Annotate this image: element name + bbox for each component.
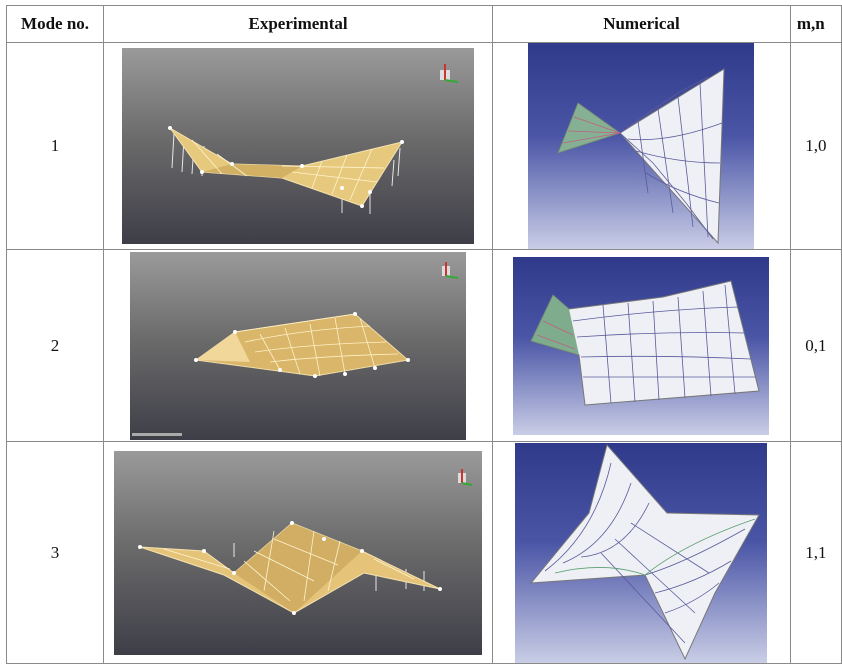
experimental-mode-image xyxy=(130,251,467,440)
experimental-mode-image xyxy=(114,450,483,655)
table-row: 2 xyxy=(5,249,842,442)
numerical-cell xyxy=(492,249,791,442)
numerical-surface xyxy=(530,443,761,660)
table-row: 1 xyxy=(5,42,842,250)
numerical-cell xyxy=(492,42,791,250)
axis-triad-icon xyxy=(440,64,459,83)
header-mode-no: Mode no. xyxy=(5,5,105,43)
numerical-mode-image xyxy=(513,256,770,435)
experimental-cell xyxy=(103,441,494,664)
header-mn: m,n xyxy=(789,5,842,43)
header-numerical: Numerical xyxy=(492,5,791,43)
mn-value: 1,0 xyxy=(789,42,842,250)
numerical-mode-image xyxy=(515,442,768,663)
numerical-surface xyxy=(557,68,725,245)
numerical-cell xyxy=(492,441,791,664)
experimental-mode-image xyxy=(122,48,475,244)
numerical-mode-image xyxy=(528,43,755,249)
mode-shapes-table: Mode no. Experimental Numerical m,n 1 xyxy=(5,5,842,664)
table-row: 3 xyxy=(5,441,842,664)
header-row: Mode no. Experimental Numerical m,n xyxy=(5,5,842,43)
axis-triad-icon xyxy=(458,468,473,486)
mode-number: 3 xyxy=(5,441,105,664)
axis-triad-icon xyxy=(442,261,459,279)
header-experimental: Experimental xyxy=(103,5,494,43)
mode-number: 1 xyxy=(5,42,105,250)
experimental-cell xyxy=(103,42,494,250)
mode-number: 2 xyxy=(5,249,105,442)
mn-value: 1,1 xyxy=(789,441,842,664)
mn-value: 0,1 xyxy=(789,249,842,442)
experimental-cell xyxy=(103,249,494,442)
